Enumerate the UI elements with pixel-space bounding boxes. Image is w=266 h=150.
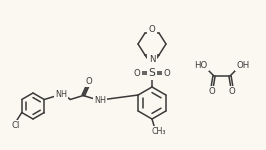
Text: N: N: [149, 56, 155, 64]
Text: NH: NH: [94, 96, 106, 105]
Text: O: O: [228, 87, 235, 96]
Text: O: O: [86, 77, 93, 86]
Text: O: O: [209, 87, 215, 96]
Text: OH: OH: [236, 60, 250, 69]
Text: O: O: [164, 69, 171, 78]
Text: CH₃: CH₃: [152, 128, 166, 136]
Text: Cl: Cl: [11, 121, 20, 130]
Text: O: O: [149, 24, 155, 33]
Text: HO: HO: [194, 60, 208, 69]
Text: NH: NH: [55, 90, 67, 99]
Text: S: S: [149, 68, 155, 78]
Text: O: O: [134, 69, 140, 78]
